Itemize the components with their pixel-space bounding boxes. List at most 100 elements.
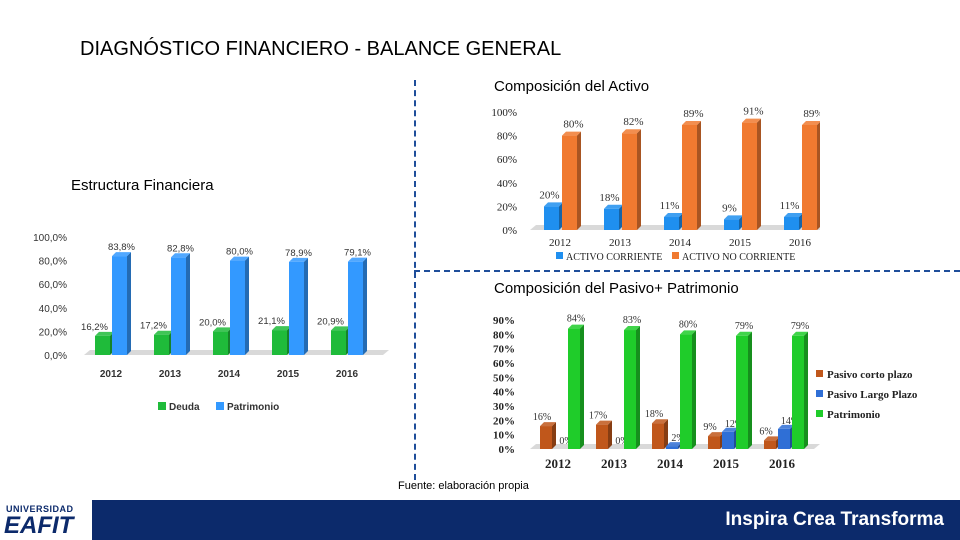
activo-data-label: 11% [660,200,680,212]
activo-bar-corriente [664,217,679,230]
activo-ytick: 0% [502,225,517,237]
pasivo-legend-label: Pasivo Largo Plazo [827,389,918,401]
activo-bar-corriente-top [664,213,683,218]
pasivo-bar-patrimonio-top [624,326,640,331]
pasivo-data-label: 12% [725,419,743,430]
estructura-bar-deuda [95,335,110,355]
pasivo-ytick: 30% [493,401,515,413]
pasivo-bar-patrimonio-side [748,331,752,449]
activo-bar-no-corriente-top [742,118,761,123]
estructura-bar-deuda-top [154,330,173,335]
estructura-xtick: 2012 [100,369,123,380]
estructura-ytick: 60,0% [39,280,67,291]
activo-bar-no-corriente-side [637,129,641,230]
pasivo-xtick: 2016 [769,456,796,471]
activo-data-label: 80% [563,119,583,131]
pasivo-bar-patrimonio-side [636,326,640,449]
estructura-bar-patrimonio-top [230,256,249,261]
activo-bar-no-corriente [562,135,577,230]
pasivo-bar-patrimonio [792,335,804,449]
pasivo-data-label: 80% [679,319,697,330]
pasivo-bar-patrimonio [680,334,692,449]
activo-xtick: 2013 [609,237,632,249]
pasivo-bar-patrimonio [624,330,636,449]
estructura-bar-patrimonio [112,256,127,355]
chart-title-pasivo: Composición del Pasivo+ Patrimonio [494,280,739,297]
activo-xtick: 2012 [549,237,571,249]
estructura-data-label: 79,1% [344,248,371,259]
estructura-bar-patrimonio [348,261,363,355]
pasivo-data-label: 0% [615,436,628,447]
source-note: Fuente: elaboración propia [398,480,529,492]
pasivo-bar-patrimonio-top [792,331,808,336]
pasivo-bar-corto-plazo-side [664,419,668,449]
activo-legend-swatch [556,252,563,259]
estructura-data-label: 20,0% [199,317,226,328]
pasivo-data-label: 79% [735,321,753,332]
pasivo-ytick: 90% [493,315,515,327]
pasivo-bar-patrimonio-top [568,324,584,329]
pasivo-bar-corto-plazo [764,440,776,449]
pasivo-xtick: 2015 [713,456,740,471]
page-title: DIAGNÓSTICO FINANCIERO - BALANCE GENERAL [80,38,562,60]
estructura-ytick: 40,0% [39,304,67,315]
horizontal-divider [414,270,960,272]
pasivo-bar-corto-plazo-top [764,436,780,441]
activo-ytick: 40% [497,178,517,190]
chart-title-estructura: Estructura Financiera [71,177,214,194]
activo-xtick: 2014 [669,237,692,249]
estructura-bar-patrimonio-top [289,257,308,262]
activo-data-label: 9% [722,202,737,214]
pasivo-bar-patrimonio-side [692,330,696,449]
pasivo-bar-corto-plazo [708,436,720,449]
estructura-legend-swatch [158,402,166,410]
estructura-xtick: 2014 [218,369,241,380]
activo-ytick: 80% [497,131,517,143]
pasivo-bar-corto-plazo [540,426,552,449]
activo-bar-corriente [604,208,619,230]
footer-bar [0,500,960,540]
estructura-bar-deuda-top [213,327,232,332]
pasivo-bar-corto-plazo-top [652,419,668,424]
estructura-bar-patrimonio [289,261,304,355]
pasivo-xtick: 2014 [657,456,684,471]
pasivo-bar-patrimonio-top [736,331,752,336]
estructura-legend-label: Deuda [169,402,200,413]
estructura-ytick: 0,0% [44,351,67,362]
pasivo-bar-patrimonio-side [804,331,808,449]
estructura-ytick: 100,0% [33,233,67,244]
activo-data-label: 11% [780,200,800,212]
pasivo-data-label: 16% [533,412,551,423]
eafit-logo: EAFIT [4,512,74,539]
activo-bar-corriente-top [724,215,743,220]
pasivo-ytick: 0% [499,444,516,456]
estructura-bar-patrimonio-side [186,253,190,355]
vertical-divider [414,80,416,480]
estructura-data-label: 82,8% [167,243,194,254]
estructura-legend-label: Patrimonio [227,402,279,413]
logo-background [0,500,92,540]
chart-pasivo: 0% 10% 20% 30% 40% 50% 60% 70% 80% 90% 16% 0% 84% 201… [493,314,918,471]
estructura-bar-patrimonio-top [112,252,131,257]
pasivo-bar-patrimonio-top [680,330,696,335]
activo-ytick: 60% [497,154,517,166]
activo-data-label: 20% [539,189,559,201]
pasivo-bar-largo-plazo-top [666,442,682,447]
pasivo-bar-corto-plazo-side [608,420,612,449]
pasivo-bar-corto-plazo [652,423,664,449]
pasivo-bar-patrimonio-side [580,324,584,449]
estructura-xtick: 2016 [336,369,359,380]
activo-bar-no-corriente [682,124,697,230]
pasivo-ytick: 70% [493,344,515,356]
pasivo-ytick: 80% [493,329,515,341]
logo-university-label: UNIVERSIDAD [6,504,74,514]
pasivo-bar-largo-plazo-top [778,424,794,429]
chart-estructura: 0,0% 20,0% 40,0% 60,0% 80,0% 100,0% 16,2% 83,8%… [33,233,389,413]
activo-bar-corriente-top [544,202,563,207]
pasivo-legend-label: Patrimonio [827,409,881,421]
activo-bar-corriente-top [784,213,803,218]
activo-data-label: 91% [743,106,763,118]
chart-title-activo: Composición del Activo [494,78,650,95]
estructura-bar-patrimonio-top [171,253,190,258]
estructura-data-label: 80,0% [226,247,253,258]
